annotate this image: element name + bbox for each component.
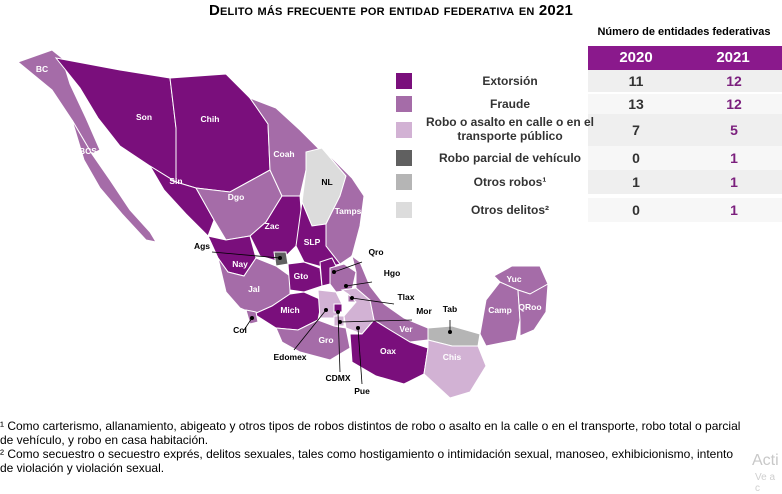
- legend-swatch: [396, 150, 412, 166]
- value-2020: 1: [632, 174, 640, 190]
- table-row-background: [588, 114, 782, 146]
- state-label: Hgo: [384, 268, 401, 278]
- state-label: Mor: [416, 306, 432, 316]
- watermark-subtext: Ve a c: [755, 472, 776, 494]
- state-cdmx: [333, 303, 343, 313]
- value-2020: 11: [628, 73, 644, 89]
- table-row-background: [588, 170, 782, 194]
- state-sin: [149, 165, 215, 237]
- state-slp: [295, 200, 341, 269]
- legend-row: Otros robos¹ 1 1: [394, 170, 782, 194]
- state-label: Col: [233, 325, 247, 335]
- value-2020: 7: [632, 122, 640, 138]
- chart-title: Delito más frecuente por entidad federat…: [208, 2, 574, 19]
- state-label: BCS: [79, 146, 97, 156]
- state-coah: [248, 96, 321, 197]
- legend-label: Otros delitos²: [470, 203, 549, 217]
- state-bc: [16, 49, 101, 155]
- mexico-map: BC Son Chih BCS Coah Sin NL Dgo Tamps Zac SLP Ags Na…: [16, 49, 549, 399]
- value-2021: 12: [726, 96, 742, 112]
- state-label: Ver: [399, 324, 413, 334]
- state-hgo: [329, 263, 357, 293]
- state-label: Tlax: [397, 292, 414, 302]
- state-label: Jal: [248, 284, 260, 294]
- state-label: NL: [321, 177, 332, 187]
- legend-swatch: [396, 96, 412, 112]
- state-label: Tamps: [335, 206, 362, 216]
- state-qroo: [517, 283, 549, 337]
- legend-swatch: [396, 202, 412, 218]
- state-label: Zac: [265, 221, 280, 231]
- state-label: Son: [136, 112, 152, 122]
- state-label: Nay: [232, 259, 248, 269]
- legend-row: Otros delitos² 0 1: [394, 198, 782, 222]
- state-label: Chis: [443, 352, 462, 362]
- state-label: Yuc: [506, 274, 521, 284]
- footnote-1-cont: de vehículo, y robo en casa habitación.: [0, 433, 209, 447]
- table-row-background: [588, 198, 782, 222]
- table-row-background: [588, 94, 782, 114]
- state-label: Pue: [354, 386, 370, 396]
- state-label: Oax: [380, 346, 396, 356]
- state-label: Qro: [368, 247, 383, 257]
- state-label: Tab: [443, 304, 457, 314]
- footnote-1: ¹ Como carterismo, allanamiento, abigeat…: [0, 419, 741, 433]
- table-row-background: [588, 146, 782, 170]
- state-label: Sin: [169, 176, 182, 186]
- legend-label: Otros robos¹: [473, 175, 547, 189]
- state-label: QRoo: [518, 302, 541, 312]
- state-ver: [351, 254, 429, 343]
- state-chis: [423, 339, 487, 399]
- legend-row: Extorsión 11 12: [394, 70, 782, 92]
- value-2021: 12: [726, 73, 742, 89]
- table-row-background: [588, 70, 782, 92]
- value-2020: 0: [632, 150, 640, 166]
- state-label: Chih: [201, 114, 220, 124]
- state-label: Mich: [280, 305, 299, 315]
- legend-row: Robo parcial de vehículo 0 1: [394, 146, 782, 170]
- state-label: CDMX: [325, 373, 350, 383]
- watermark-text: Acti: [752, 452, 779, 469]
- footnote-2-cont: de violación y violación sexual.: [0, 461, 165, 475]
- legend-swatch: [396, 73, 412, 89]
- value-2020: 0: [632, 202, 640, 218]
- value-2021: 1: [730, 150, 738, 166]
- table-header: Número de entidades federativas: [597, 26, 771, 38]
- footnote-2: ² Como secuestro o secuestro exprés, del…: [0, 447, 734, 461]
- legend-label: Robo o asalto en calle o en el transport…: [425, 115, 595, 143]
- value-2020: 13: [628, 96, 644, 112]
- value-2021: 1: [730, 174, 738, 190]
- state-label: Camp: [488, 305, 512, 315]
- value-2021: 1: [730, 202, 738, 218]
- state-label: SLP: [304, 237, 321, 247]
- state-label: Edomex: [273, 352, 306, 362]
- year-header-bar: 2020 2021: [588, 46, 782, 70]
- year-2021-header: 2021: [716, 49, 750, 66]
- legend-row: Robo o asalto en calle o en el transport…: [394, 114, 782, 146]
- year-2020-header: 2020: [619, 49, 653, 66]
- state-label: Ags: [194, 241, 210, 251]
- value-2021: 5: [730, 122, 738, 138]
- state-label: Coah: [273, 149, 294, 159]
- state-label: Dgo: [228, 192, 245, 202]
- state-label: BC: [36, 64, 48, 74]
- legend-label: Extorsión: [482, 74, 538, 88]
- legend-row: Fraude 13 12: [394, 94, 782, 114]
- legend-label: Robo parcial de vehículo: [438, 151, 582, 165]
- legend-swatch: [396, 122, 412, 138]
- state-label: Gro: [318, 335, 333, 345]
- state-label: Gto: [294, 271, 309, 281]
- legend-label: Fraude: [489, 97, 530, 111]
- state-chih: [169, 73, 271, 193]
- state-bcs: [71, 119, 158, 243]
- legend-swatch: [396, 174, 412, 190]
- state-gro: [275, 319, 351, 361]
